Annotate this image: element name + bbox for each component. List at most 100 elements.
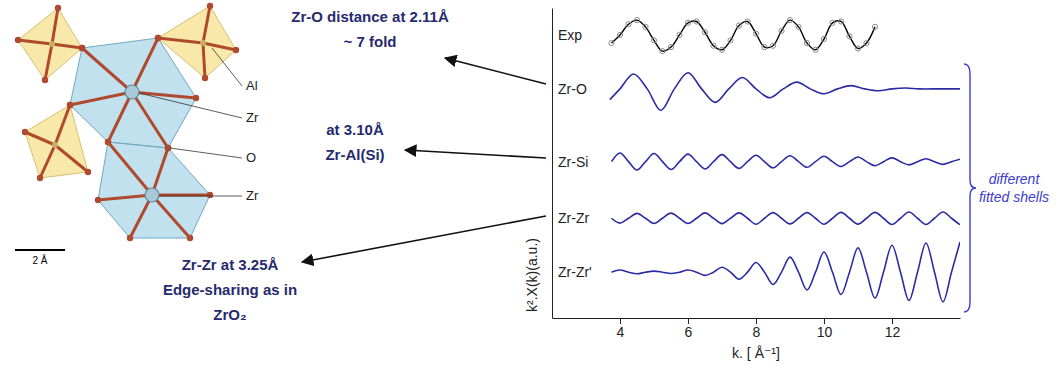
series-line <box>612 153 961 170</box>
oxygen-atom <box>37 175 43 181</box>
oxygen-atom <box>233 47 239 53</box>
y-axis-title: k².X(k)(a.u.) <box>524 238 540 312</box>
oxygen-atom <box>105 139 111 145</box>
annotation-arrow <box>405 150 546 158</box>
leader-line <box>159 196 242 197</box>
bond <box>52 8 58 44</box>
exp-point <box>813 47 818 52</box>
bond <box>203 43 236 50</box>
exp-point <box>634 18 639 23</box>
tetrahedron <box>25 105 88 178</box>
y-axis <box>552 9 553 319</box>
exp-point <box>668 44 673 49</box>
al-atom <box>200 40 206 46</box>
bond <box>40 145 55 178</box>
exp-point <box>838 19 843 24</box>
x-tick-label: 8 <box>753 324 761 340</box>
series-line <box>612 212 961 225</box>
tetrahedron <box>158 6 236 78</box>
bond <box>82 48 132 92</box>
oxygen-atom <box>22 129 28 135</box>
x-tick-label: 12 <box>885 324 901 340</box>
exp-point <box>677 32 682 37</box>
bond <box>158 38 203 43</box>
exp-point <box>685 20 690 25</box>
annotation-text: Zr-O distance at 2.11Å <box>291 8 449 25</box>
shells-label: differentfitted shells <box>979 171 1049 205</box>
bond <box>25 132 55 145</box>
leader-line <box>170 148 242 158</box>
oxygen-atom <box>42 77 48 83</box>
annotation-text: Edge-sharing as in <box>163 281 297 298</box>
structure-label: Zr <box>246 110 259 125</box>
x-tick: 8 <box>753 318 761 340</box>
annotation-text: at 3.10Å <box>326 121 384 138</box>
exp-point <box>643 24 648 29</box>
bond <box>203 6 210 43</box>
exp-point <box>872 24 877 29</box>
zr-atom <box>125 85 139 99</box>
series-label: Zr-Si <box>558 154 588 170</box>
series-label: Zr-O <box>558 81 587 97</box>
octahedron <box>98 142 210 238</box>
al-atom <box>49 41 55 47</box>
oxygen-atom <box>79 45 85 51</box>
annotation-arrow <box>445 58 546 84</box>
bond <box>18 40 52 44</box>
oxygen-atom <box>187 235 193 241</box>
oxygen-atom <box>79 45 85 51</box>
exp-point <box>779 28 784 33</box>
series-label: Zr-Zr' <box>558 264 592 280</box>
exp-point <box>770 43 775 48</box>
oxygen-atom <box>207 192 213 198</box>
oxygen-atom <box>155 35 161 41</box>
oxygen-atom <box>15 37 21 43</box>
bond <box>98 195 152 200</box>
oxygen-atom <box>155 35 161 41</box>
annotation-text: Zr-Zr at 3.25Å <box>182 256 279 273</box>
exp-point <box>617 32 622 37</box>
exp-point <box>821 36 826 41</box>
x-tick: 12 <box>885 318 901 340</box>
oxygen-atom <box>95 197 101 203</box>
annotation-text: Zr-Al(Si) <box>325 146 384 163</box>
bond <box>70 92 132 105</box>
tetrahedron <box>18 8 82 80</box>
scale-bar <box>15 249 65 251</box>
bond <box>55 145 88 172</box>
exp-point <box>736 23 741 28</box>
x-tick: 10 <box>817 318 833 340</box>
exp-point <box>796 24 801 29</box>
exp-point <box>711 43 716 48</box>
series-line <box>612 242 961 302</box>
exp-point <box>694 19 699 24</box>
plot-area <box>609 18 960 302</box>
oxygen-atom <box>105 139 111 145</box>
y-axis-line <box>552 9 553 319</box>
bond <box>152 195 190 238</box>
exp-point <box>651 38 656 43</box>
annotations: Zr-O distance at 2.11Å~ 7 foldat 3.10ÅZr… <box>163 8 546 323</box>
exp-point <box>626 22 631 27</box>
exp-point <box>719 47 724 52</box>
bond <box>203 43 205 78</box>
exp-point <box>830 20 835 25</box>
exp-point <box>728 38 733 43</box>
x-tick: 4 <box>617 318 625 340</box>
exp-point <box>609 40 614 45</box>
oxygen-atom <box>67 102 73 108</box>
bond <box>52 44 82 48</box>
x-tick-label: 4 <box>617 324 625 340</box>
exp-point <box>787 18 792 23</box>
exp-point <box>762 44 767 49</box>
bond <box>132 92 168 148</box>
bond <box>108 92 132 142</box>
x-tick-label: 6 <box>685 324 693 340</box>
x-tick-label: 10 <box>817 324 833 340</box>
figure: AlZrOZr2 Å4681012k. [ Å⁻¹]k².X(k)(a.u.)E… <box>0 0 1057 365</box>
annotation-text: ZrO₂ <box>213 306 246 323</box>
bond <box>132 38 158 92</box>
bond <box>55 105 70 145</box>
series-line <box>610 73 960 111</box>
oxygen-atom <box>207 3 213 9</box>
